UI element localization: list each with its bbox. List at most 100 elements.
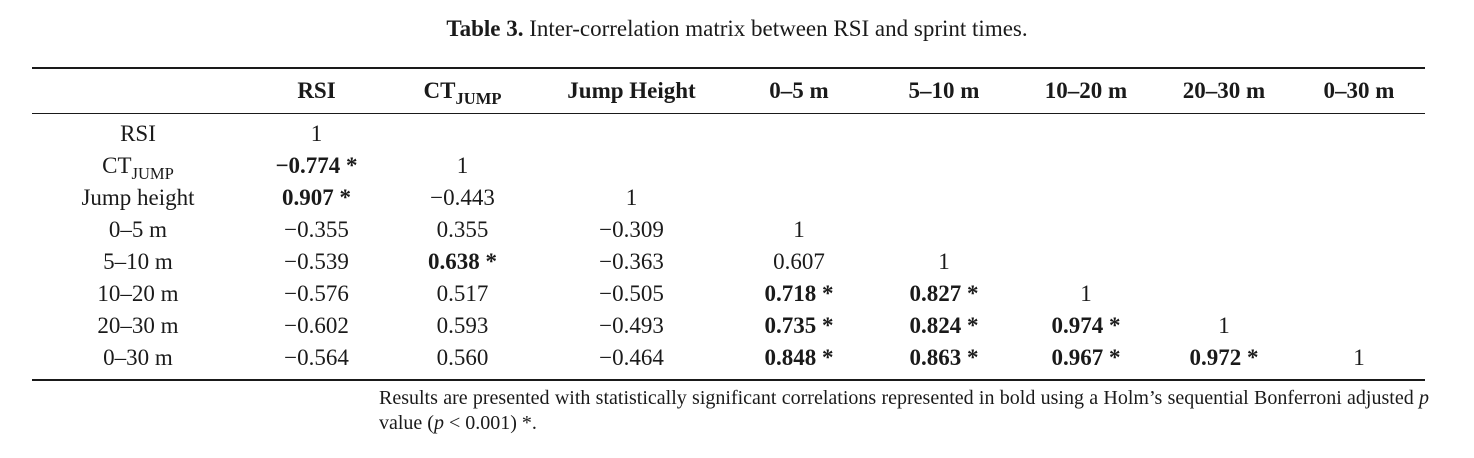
column-header-label: 5–10 m	[908, 78, 980, 103]
table-row: RSI 1	[32, 114, 1425, 150]
table-caption-label: Table 3.	[446, 16, 524, 41]
correlation-cell: −0.363	[599, 249, 664, 274]
empty-cell	[871, 114, 1017, 150]
empty-cell	[1293, 150, 1425, 182]
empty-cell	[727, 114, 871, 150]
correlation-cell: 1	[310, 121, 323, 146]
table-header-row: RSI CTJUMP Jump Height 0–5 m 5–10 m 10–20 m 20…	[32, 69, 1425, 113]
column-header: CTJUMP	[389, 69, 536, 113]
header-corner-cell	[32, 69, 244, 113]
correlation-cell: 0.355	[436, 217, 489, 242]
empty-cell	[727, 150, 871, 182]
column-header-label: CT	[423, 78, 456, 103]
column-header-label: 0–5 m	[769, 78, 829, 103]
significant-correlation-cell: 0.718 *	[764, 281, 834, 306]
column-header: Jump Height	[536, 69, 727, 113]
empty-cell	[1155, 246, 1293, 278]
empty-cell	[1293, 182, 1425, 214]
significant-correlation-cell: 0.848 *	[764, 345, 834, 370]
empty-cell	[1293, 310, 1425, 342]
table-body: RSI 1 CTJUMP −0.774 * 1 Jump height 0.907 * −0.…	[32, 114, 1425, 374]
table-caption-text: Inter-correlation matrix between RSI and…	[529, 16, 1028, 41]
significant-correlation-cell: 0.638 *	[428, 249, 497, 274]
empty-cell	[871, 214, 1017, 246]
column-header-label: Jump Height	[567, 78, 696, 103]
significant-correlation-cell: 0.827 *	[909, 281, 979, 306]
empty-cell	[1155, 278, 1293, 310]
significant-correlation-cell: 0.735 *	[764, 313, 834, 338]
row-label: 5–10 m	[32, 246, 244, 278]
empty-cell	[871, 182, 1017, 214]
column-header: 0–30 m	[1293, 69, 1425, 113]
correlation-cell: −0.564	[284, 345, 349, 370]
correlation-matrix-table: RSI CTJUMP Jump Height 0–5 m 5–10 m 10–20 m 20…	[32, 69, 1425, 374]
table-row: CTJUMP −0.774 * 1	[32, 150, 1425, 182]
column-header: RSI	[244, 69, 389, 113]
footnote-p-symbol-1: p	[1419, 387, 1429, 409]
row-label: 20–30 m	[32, 310, 244, 342]
empty-cell	[536, 150, 727, 182]
column-header-label: 10–20 m	[1044, 78, 1128, 103]
empty-cell	[1293, 278, 1425, 310]
significant-correlation-cell: 0.974 *	[1051, 313, 1121, 338]
row-label: CTJUMP	[32, 150, 244, 182]
empty-cell	[536, 114, 727, 150]
empty-cell	[1017, 246, 1155, 278]
table-row: 0–30 m −0.564 0.560 −0.464 0.848 * 0.863 * 0.9…	[32, 342, 1425, 374]
empty-cell	[1155, 114, 1293, 150]
significant-correlation-cell: −0.774 *	[275, 153, 358, 178]
column-header-subscript: JUMP	[455, 88, 502, 108]
table-bottom-rule	[32, 379, 1425, 381]
row-label-text: 0–5 m	[108, 217, 168, 242]
correlation-cell: −0.443	[430, 185, 495, 210]
empty-cell	[1017, 114, 1155, 150]
correlation-cell: −0.309	[599, 217, 664, 242]
column-header-label: 20–30 m	[1182, 78, 1266, 103]
row-label-text: CT	[102, 153, 132, 178]
footnote-text-3: < 0.001) *.	[443, 412, 537, 434]
correlation-cell: −0.505	[599, 281, 664, 306]
row-label-text: Jump height	[81, 185, 195, 210]
correlation-cell: −0.539	[284, 249, 349, 274]
row-label-text: RSI	[120, 121, 156, 146]
footnote-text-1: Results are presented with statistically…	[379, 387, 1419, 409]
empty-cell	[871, 150, 1017, 182]
empty-cell	[389, 114, 536, 150]
empty-cell	[1155, 214, 1293, 246]
empty-cell	[1017, 214, 1155, 246]
empty-cell	[1155, 150, 1293, 182]
row-label-text: 10–20 m	[97, 281, 179, 306]
column-header: 20–30 m	[1155, 69, 1293, 113]
column-header: 0–5 m	[727, 69, 871, 113]
table-top-rule	[32, 67, 1425, 69]
correlation-cell: 1	[793, 217, 805, 242]
table-row: Jump height 0.907 * −0.443 1	[32, 182, 1425, 214]
correlation-cell: −0.493	[599, 313, 664, 338]
table-caption: Table 3. Inter-correlation matrix betwee…	[0, 14, 1474, 44]
correlation-cell: 1	[1080, 281, 1092, 306]
correlation-cell: −0.576	[284, 281, 349, 306]
correlation-cell: −0.355	[284, 217, 349, 242]
correlation-cell: −0.602	[284, 313, 349, 338]
column-header: 5–10 m	[871, 69, 1017, 113]
row-label: 0–30 m	[32, 342, 244, 374]
empty-cell	[727, 182, 871, 214]
empty-cell	[1293, 214, 1425, 246]
column-header-label: RSI	[297, 78, 336, 103]
row-label-text: 5–10 m	[103, 249, 173, 274]
significant-correlation-cell: 0.972 *	[1189, 345, 1259, 370]
row-label-text: 0–30 m	[103, 345, 173, 370]
table-row: 10–20 m −0.576 0.517 −0.505 0.718 * 0.827 * 1	[32, 278, 1425, 310]
row-label: 0–5 m	[32, 214, 244, 246]
correlation-cell: 1	[625, 185, 638, 210]
row-label-text: 20–30 m	[97, 313, 179, 338]
table-row: 20–30 m −0.602 0.593 −0.493 0.735 * 0.824 * 0.…	[32, 310, 1425, 342]
table-header-rule	[32, 113, 1425, 114]
correlation-cell: 0.607	[773, 249, 825, 274]
correlation-cell: 0.593	[436, 313, 489, 338]
row-label: RSI	[32, 114, 244, 150]
correlation-cell: 1	[1218, 313, 1230, 338]
table-row: 5–10 m −0.539 0.638 * −0.363 0.607 1	[32, 246, 1425, 278]
correlation-cell: 0.560	[436, 345, 489, 370]
correlation-cell: 1	[938, 249, 950, 274]
